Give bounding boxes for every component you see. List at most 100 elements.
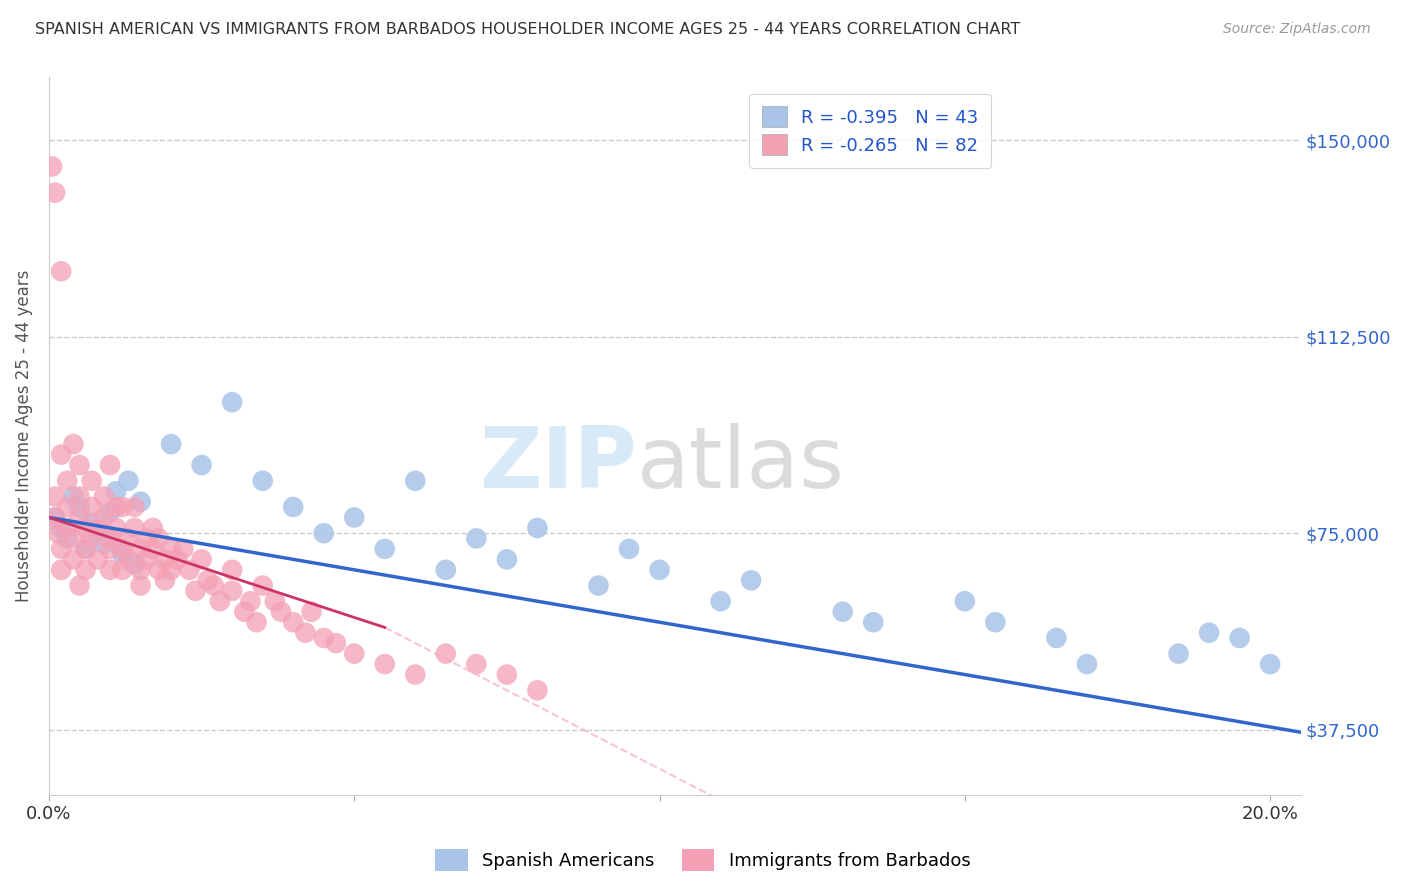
Point bbox=[98, 541, 121, 556]
Y-axis label: Householder Income Ages 25 - 44 years: Householder Income Ages 25 - 44 years bbox=[15, 270, 32, 602]
Point bbox=[124, 521, 146, 535]
Point bbox=[124, 500, 146, 514]
Point bbox=[374, 541, 396, 556]
Point bbox=[69, 578, 91, 592]
Point bbox=[44, 510, 66, 524]
Point bbox=[148, 563, 170, 577]
Point bbox=[208, 594, 231, 608]
Point bbox=[62, 437, 84, 451]
Point bbox=[41, 160, 63, 174]
Point bbox=[202, 578, 225, 592]
Point bbox=[404, 474, 426, 488]
Point bbox=[184, 583, 207, 598]
Point bbox=[526, 683, 548, 698]
Text: atlas: atlas bbox=[637, 424, 845, 507]
Point bbox=[1076, 657, 1098, 672]
Point bbox=[343, 647, 366, 661]
Point bbox=[465, 657, 488, 672]
Point bbox=[80, 500, 103, 514]
Point bbox=[312, 631, 335, 645]
Point bbox=[153, 574, 176, 588]
Point bbox=[831, 605, 853, 619]
Point bbox=[75, 563, 97, 577]
Point bbox=[862, 615, 884, 630]
Point bbox=[69, 458, 91, 472]
Point bbox=[270, 605, 292, 619]
Point bbox=[56, 521, 79, 535]
Point bbox=[135, 532, 157, 546]
Point bbox=[44, 510, 66, 524]
Point bbox=[46, 526, 69, 541]
Point bbox=[374, 657, 396, 672]
Point bbox=[301, 605, 323, 619]
Point bbox=[283, 615, 305, 630]
Point bbox=[69, 490, 91, 504]
Text: Source: ZipAtlas.com: Source: ZipAtlas.com bbox=[1223, 22, 1371, 37]
Point bbox=[648, 563, 671, 577]
Point bbox=[190, 458, 212, 472]
Point bbox=[51, 521, 73, 535]
Point bbox=[124, 558, 146, 572]
Text: SPANISH AMERICAN VS IMMIGRANTS FROM BARBADOS HOUSEHOLDER INCOME AGES 25 - 44 YEA: SPANISH AMERICAN VS IMMIGRANTS FROM BARB… bbox=[35, 22, 1021, 37]
Point bbox=[343, 510, 366, 524]
Point bbox=[44, 490, 66, 504]
Point bbox=[98, 505, 121, 519]
Point bbox=[80, 474, 103, 488]
Point bbox=[160, 437, 183, 451]
Point bbox=[98, 458, 121, 472]
Point bbox=[190, 552, 212, 566]
Text: ZIP: ZIP bbox=[479, 424, 637, 507]
Point bbox=[111, 547, 134, 561]
Point bbox=[312, 526, 335, 541]
Point bbox=[1229, 631, 1251, 645]
Point bbox=[153, 552, 176, 566]
Point bbox=[221, 583, 243, 598]
Legend: R = -0.395   N = 43, R = -0.265   N = 82: R = -0.395 N = 43, R = -0.265 N = 82 bbox=[749, 94, 991, 168]
Point bbox=[105, 500, 128, 514]
Point bbox=[80, 516, 103, 530]
Point bbox=[75, 541, 97, 556]
Point bbox=[80, 532, 103, 546]
Point bbox=[1198, 625, 1220, 640]
Point bbox=[465, 532, 488, 546]
Point bbox=[197, 574, 219, 588]
Point bbox=[252, 578, 274, 592]
Point bbox=[526, 521, 548, 535]
Point bbox=[117, 532, 139, 546]
Point bbox=[117, 552, 139, 566]
Point bbox=[105, 484, 128, 499]
Point bbox=[283, 500, 305, 514]
Point bbox=[135, 552, 157, 566]
Point bbox=[56, 532, 79, 546]
Point bbox=[98, 532, 121, 546]
Point bbox=[93, 490, 115, 504]
Point bbox=[160, 563, 183, 577]
Point bbox=[87, 526, 110, 541]
Point bbox=[160, 541, 183, 556]
Point bbox=[740, 574, 762, 588]
Point bbox=[1167, 647, 1189, 661]
Point bbox=[984, 615, 1007, 630]
Point bbox=[142, 541, 165, 556]
Point bbox=[75, 541, 97, 556]
Point bbox=[434, 563, 457, 577]
Point bbox=[496, 667, 519, 681]
Point bbox=[87, 552, 110, 566]
Point bbox=[87, 521, 110, 535]
Point bbox=[233, 605, 256, 619]
Point bbox=[62, 532, 84, 546]
Point bbox=[111, 563, 134, 577]
Point bbox=[252, 474, 274, 488]
Legend: Spanish Americans, Immigrants from Barbados: Spanish Americans, Immigrants from Barba… bbox=[429, 842, 977, 879]
Point bbox=[325, 636, 347, 650]
Point bbox=[44, 186, 66, 200]
Point bbox=[69, 500, 91, 514]
Point bbox=[129, 541, 152, 556]
Point bbox=[93, 510, 115, 524]
Point bbox=[264, 594, 287, 608]
Point bbox=[62, 490, 84, 504]
Point bbox=[75, 521, 97, 535]
Point bbox=[294, 625, 316, 640]
Point bbox=[434, 647, 457, 661]
Point bbox=[496, 552, 519, 566]
